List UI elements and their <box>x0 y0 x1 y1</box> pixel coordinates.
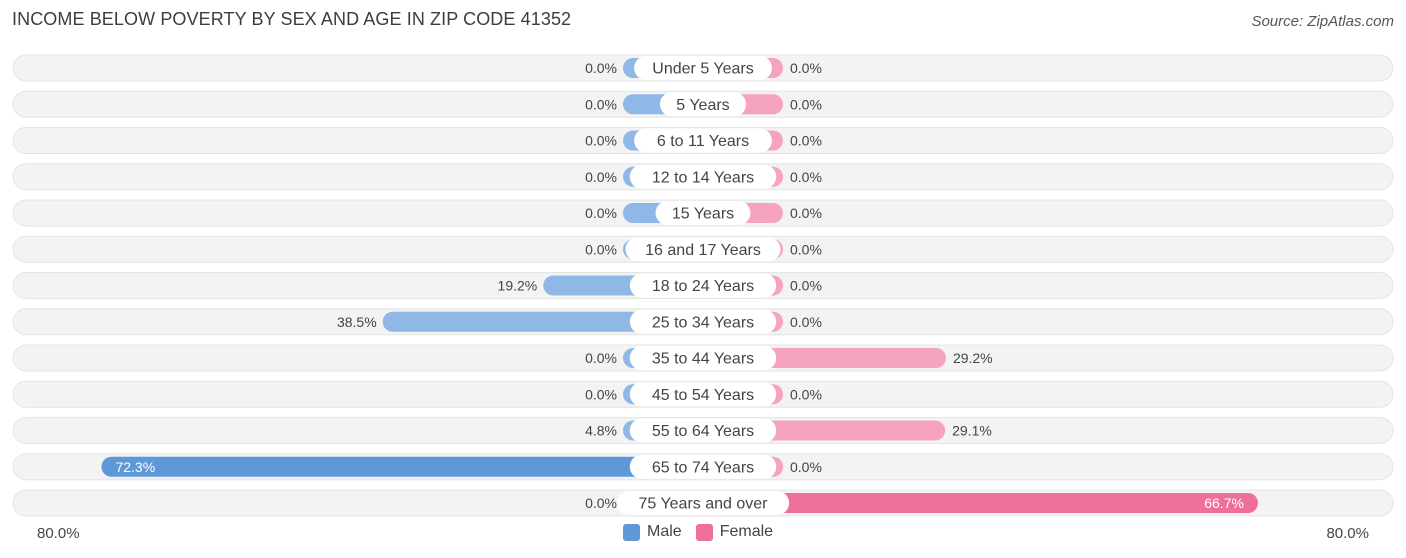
axis-right-label: 80.0% <box>1326 525 1369 542</box>
male-value-label: 0.0% <box>585 495 617 511</box>
legend-swatch-female <box>695 523 713 541</box>
category-pill <box>629 454 777 479</box>
male-value-label: 0.0% <box>585 241 617 257</box>
category-pill <box>659 92 747 117</box>
male-value-label: 0.0% <box>585 133 617 149</box>
category-label: 15 Years <box>672 206 734 223</box>
female-value-label: 0.0% <box>790 205 822 221</box>
male-value-label: 38.5% <box>337 314 377 330</box>
female-bar <box>703 493 1258 513</box>
female-value-label: 0.0% <box>790 278 822 294</box>
category-label: 25 to 34 Years <box>652 314 754 331</box>
female-value-label: 0.0% <box>790 314 822 330</box>
category-pill <box>634 56 772 80</box>
chart-title: INCOME BELOW POVERTY BY SEX AND AGE IN Z… <box>12 9 572 29</box>
female-value-label: 0.0% <box>790 133 822 149</box>
female-value-label: 66.7% <box>1204 495 1244 511</box>
axis-left-label: 80.0% <box>37 525 80 542</box>
category-pill <box>616 491 790 515</box>
female-value-label: 0.0% <box>790 241 822 257</box>
category-label: 65 to 74 Years <box>652 459 754 476</box>
female-value-label: 0.0% <box>790 60 822 76</box>
male-value-label: 0.0% <box>585 96 617 112</box>
male-value-label: 0.0% <box>585 60 617 76</box>
category-label: 18 to 24 Years <box>652 278 754 295</box>
category-pill <box>629 164 777 189</box>
category-pill <box>655 201 751 225</box>
category-pill <box>629 418 777 443</box>
female-value-label: 0.0% <box>790 169 822 185</box>
female-value-label: 0.0% <box>790 459 822 475</box>
category-label: Under 5 Years <box>652 61 753 78</box>
category-label: 35 to 44 Years <box>652 351 754 368</box>
male-value-label: 72.3% <box>115 459 155 475</box>
category-label: 75 Years and over <box>639 496 769 513</box>
legend: Male Female <box>623 523 787 541</box>
legend-label-male: Male <box>647 523 682 540</box>
category-pill <box>634 128 772 153</box>
category-pill <box>629 309 777 334</box>
category-pill <box>625 237 781 262</box>
female-value-label: 29.1% <box>952 423 992 439</box>
category-pill <box>629 346 777 370</box>
source-note: Source: ZipAtlas.com <box>1251 13 1394 30</box>
category-label: 5 Years <box>676 97 729 114</box>
legend-swatch-male <box>623 523 640 541</box>
legend-label-female: Female <box>719 523 774 540</box>
female-value-label: 0.0% <box>790 386 822 402</box>
category-pill <box>629 382 777 407</box>
male-value-label: 0.0% <box>585 169 617 185</box>
male-value-label: 0.0% <box>585 350 617 366</box>
legend-item-male[interactable]: Male <box>623 523 682 541</box>
category-label: 12 to 14 Years <box>652 169 754 186</box>
category-pill <box>629 273 777 298</box>
male-value-label: 0.0% <box>585 205 617 221</box>
male-bar <box>382 311 703 332</box>
male-bar <box>101 456 704 477</box>
female-value-label: 0.0% <box>790 96 822 112</box>
male-value-label: 19.2% <box>498 278 538 294</box>
category-label: 45 to 54 Years <box>652 387 754 404</box>
category-label: 6 to 11 Years <box>657 133 749 150</box>
male-value-label: 0.0% <box>585 386 617 402</box>
female-value-label: 29.2% <box>953 350 993 366</box>
category-label: 16 and 17 Years <box>645 242 761 259</box>
legend-item-female[interactable]: Female <box>695 523 774 541</box>
male-value-label: 4.8% <box>585 423 617 439</box>
category-label: 55 to 64 Years <box>652 423 754 440</box>
